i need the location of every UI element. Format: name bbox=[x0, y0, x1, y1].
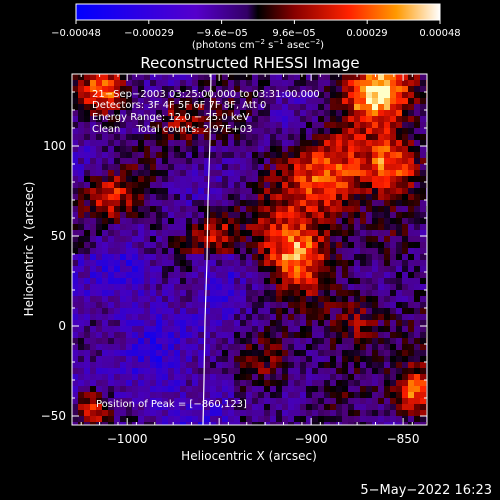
y-axis-label: Heliocentric Y (arcsec) bbox=[22, 182, 36, 317]
colorbar-tick-label: 0.00048 bbox=[419, 28, 460, 39]
x-tick-label: −1000 bbox=[107, 432, 148, 446]
chart-title: Reconstructed RHESSI Image bbox=[140, 54, 359, 72]
solar-limb-line bbox=[202, 73, 212, 426]
plot-frame bbox=[71, 73, 428, 426]
heatmap-image bbox=[72, 74, 427, 425]
y-tick-label: 100 bbox=[43, 139, 66, 153]
colorbar-ticks bbox=[75, 20, 441, 24]
axis-ticks bbox=[72, 73, 427, 425]
y-tick-label: 50 bbox=[51, 229, 66, 243]
x-tick-label: −900 bbox=[295, 432, 328, 446]
colorbar bbox=[75, 3, 441, 21]
annotation-time-range: 21−Sep−2003 03:25:00.000 to 03:31:00.000 bbox=[92, 89, 320, 100]
y-tick-label: 0 bbox=[58, 319, 66, 333]
colorbar-units: (photons cm−2 s−1 asec−2) bbox=[192, 38, 324, 51]
colorbar-tick-label: 9.6e−05 bbox=[272, 28, 315, 39]
colorbar-tick-label: −0.00048 bbox=[51, 28, 101, 39]
annotation-clean-counts: Clean Total counts: 2.97E+03 bbox=[92, 124, 252, 135]
colorbar-tick-label: 0.00029 bbox=[346, 28, 387, 39]
footer-date: 5−May−2022 16:23 bbox=[360, 483, 492, 498]
x-axis-label: Heliocentric X (arcsec) bbox=[181, 449, 317, 463]
colorbar-tick-label: −0.00029 bbox=[124, 28, 174, 39]
colorbar-tick-label: −9.6e−05 bbox=[196, 28, 248, 39]
y-tick-label: −50 bbox=[41, 409, 66, 423]
annotation-energy-range: Energy Range: 12.0 − 25.0 keV bbox=[92, 112, 249, 123]
x-tick-label: −950 bbox=[203, 432, 236, 446]
x-tick-label: −850 bbox=[387, 432, 420, 446]
annotation-detectors: Detectors: 3F 4F 5F 6F 7F 8F, Att 0 bbox=[92, 100, 266, 111]
annotation-peak-position: Position of Peak = [−860,123] bbox=[96, 399, 247, 410]
